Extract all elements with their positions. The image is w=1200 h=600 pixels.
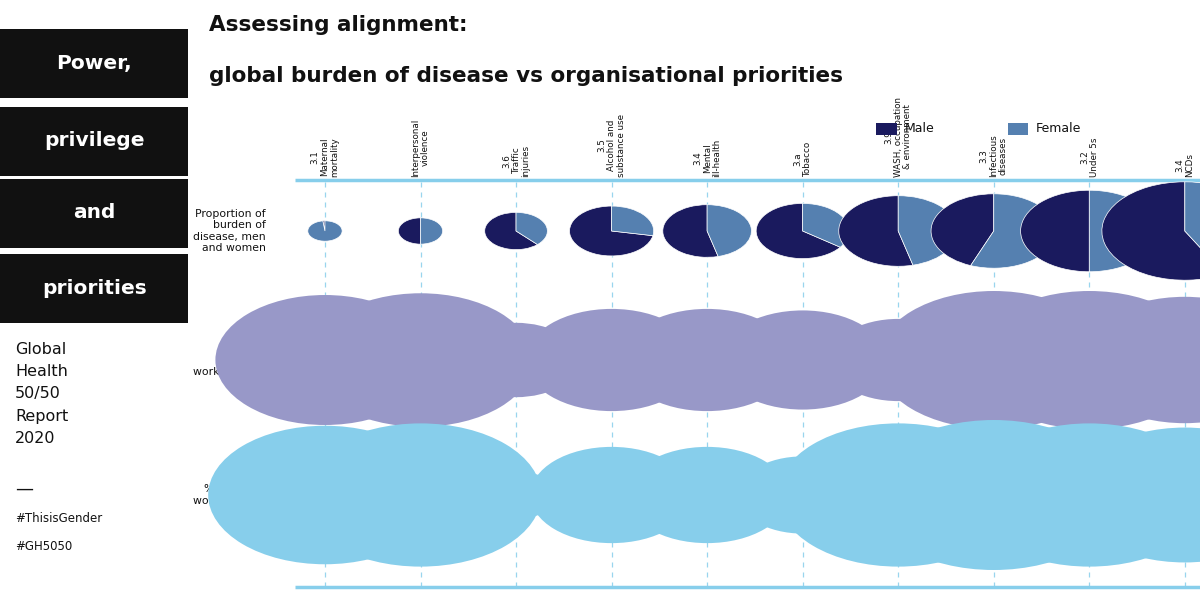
Wedge shape (931, 194, 994, 266)
Wedge shape (485, 212, 538, 250)
Text: 3.a
Tobacco: 3.a Tobacco (793, 142, 812, 177)
Circle shape (868, 420, 1120, 570)
Text: % of 146
organisations
working on target: % of 146 organisations working on target (193, 343, 290, 377)
Wedge shape (839, 196, 913, 266)
Circle shape (877, 291, 1110, 429)
Circle shape (530, 447, 692, 543)
Text: Global
Health
50/50
Report
2020: Global Health 50/50 Report 2020 (16, 342, 68, 446)
Text: Male: Male (905, 122, 935, 136)
Wedge shape (516, 212, 547, 245)
Circle shape (475, 471, 557, 519)
Text: —: — (16, 480, 34, 498)
Bar (876, 123, 896, 135)
Circle shape (626, 447, 788, 543)
Circle shape (719, 310, 887, 410)
Wedge shape (1020, 190, 1090, 272)
Wedge shape (707, 205, 751, 256)
FancyBboxPatch shape (0, 253, 188, 323)
Text: Interpersonal
violence: Interpersonal violence (412, 119, 430, 177)
Circle shape (829, 319, 967, 401)
Text: #ThisisGender: #ThisisGender (16, 512, 102, 526)
Wedge shape (756, 203, 840, 259)
Wedge shape (323, 221, 325, 231)
Text: and: and (73, 203, 115, 223)
Wedge shape (1102, 182, 1200, 280)
Wedge shape (398, 218, 420, 244)
Circle shape (208, 426, 442, 564)
Text: Female: Female (1036, 122, 1081, 136)
Text: 3.2
Under 5s: 3.2 Under 5s (1080, 137, 1099, 177)
Wedge shape (570, 206, 653, 256)
Wedge shape (612, 206, 654, 236)
Circle shape (215, 295, 434, 425)
Wedge shape (971, 194, 1056, 268)
Text: % of 31 funders
working on target: % of 31 funders working on target (193, 484, 290, 506)
Text: 3.5
Alcohol and
substance use: 3.5 Alcohol and substance use (598, 114, 625, 177)
Text: priorities: priorities (42, 278, 146, 298)
Text: global burden of disease vs organisational priorities: global burden of disease vs organisation… (209, 66, 842, 86)
Wedge shape (899, 196, 958, 265)
Text: 3.6
Traffic
injuries: 3.6 Traffic injuries (502, 145, 530, 177)
Circle shape (308, 293, 533, 427)
Circle shape (1079, 297, 1200, 423)
FancyBboxPatch shape (0, 28, 188, 97)
Circle shape (526, 309, 697, 411)
Wedge shape (803, 203, 850, 247)
Text: 3.1
Maternal
mortality: 3.1 Maternal mortality (311, 137, 340, 177)
Text: 3.3
Infectious
diseases: 3.3 Infectious diseases (979, 134, 1008, 177)
Text: Proportion of
burden of
disease, men
and women: Proportion of burden of disease, men and… (193, 209, 266, 253)
Circle shape (738, 457, 868, 533)
Circle shape (973, 291, 1200, 429)
Text: #GH5050: #GH5050 (16, 539, 72, 553)
FancyBboxPatch shape (0, 179, 188, 247)
Text: Assessing alignment:: Assessing alignment: (209, 15, 467, 35)
Text: 3.4
NCDs: 3.4 NCDs (1176, 153, 1194, 177)
Text: 3.9
WASH, occupation
& environment: 3.9 WASH, occupation & environment (884, 97, 912, 177)
Text: 3.4
Mental
ill-health: 3.4 Mental ill-health (692, 139, 721, 177)
Wedge shape (662, 205, 718, 257)
Circle shape (968, 424, 1200, 566)
Circle shape (300, 424, 541, 566)
Wedge shape (1090, 190, 1158, 272)
Circle shape (1072, 428, 1200, 562)
Wedge shape (420, 218, 443, 244)
Bar (1008, 123, 1028, 135)
Text: privilege: privilege (44, 131, 144, 151)
FancyBboxPatch shape (0, 107, 188, 175)
Circle shape (454, 323, 578, 397)
Wedge shape (1184, 182, 1200, 274)
Text: Power,: Power, (56, 53, 132, 73)
Circle shape (620, 309, 793, 411)
Wedge shape (307, 221, 342, 241)
Circle shape (778, 424, 1019, 566)
